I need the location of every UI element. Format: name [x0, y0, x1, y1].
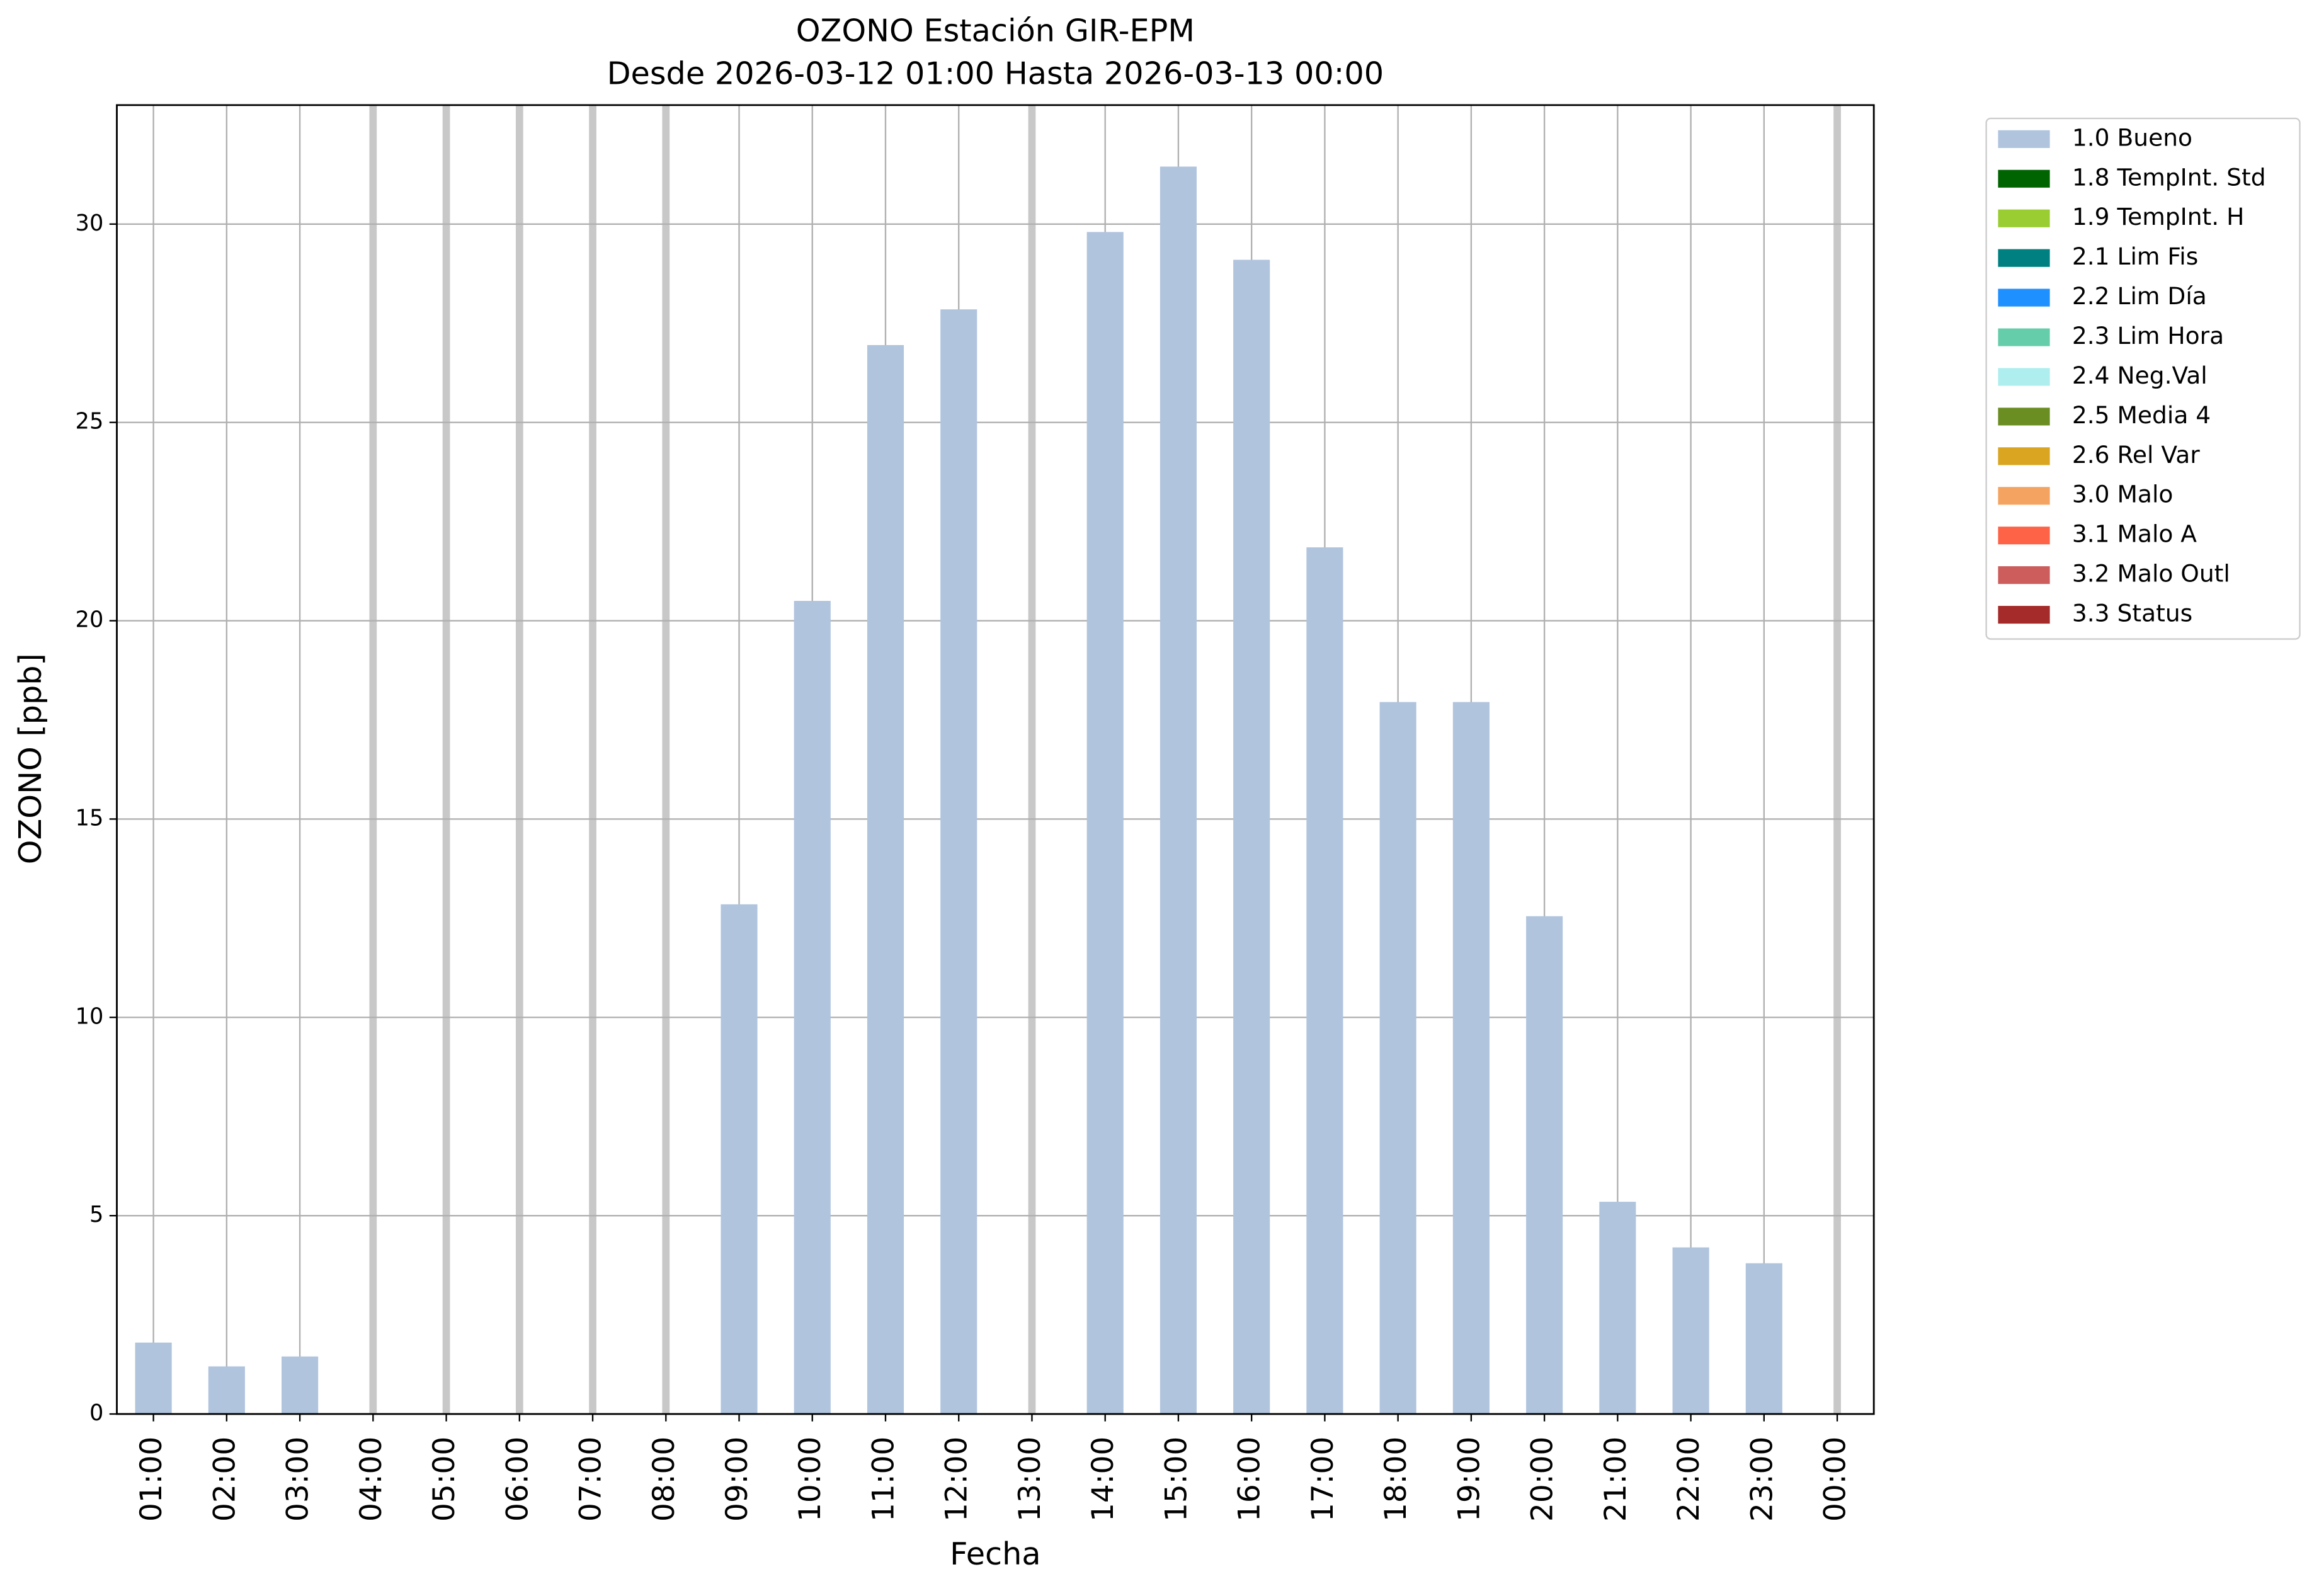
x-tick-label: 13:00 — [1013, 1437, 1047, 1522]
legend-frame — [1985, 117, 2301, 640]
bar — [794, 601, 831, 1415]
legend-swatch — [1998, 209, 2050, 227]
x-tick-label: 07:00 — [574, 1437, 608, 1522]
legend-label: 1.9 TempInt. H — [2072, 203, 2245, 231]
x-tick-label: 05:00 — [427, 1437, 462, 1522]
bar — [940, 309, 977, 1415]
x-tick-label: 14:00 — [1086, 1437, 1120, 1522]
plot-frame — [116, 104, 1875, 1415]
legend-swatch — [1998, 605, 2050, 624]
legend-label: 2.2 Lim Día — [2072, 282, 2207, 310]
legend-swatch — [1998, 130, 2050, 148]
legend-swatch — [1998, 447, 2050, 465]
y-tick-label: 15 — [76, 805, 104, 831]
bar — [208, 1366, 245, 1415]
bar — [1745, 1263, 1782, 1415]
x-tick-label: 01:00 — [134, 1437, 169, 1522]
x-tick-label: 11:00 — [866, 1437, 901, 1522]
legend-label: 2.6 Rel Var — [2072, 441, 2200, 469]
legend-swatch — [1998, 566, 2050, 584]
y-tick-label: 30 — [76, 210, 104, 236]
legend-label: 3.3 Status — [2072, 600, 2192, 627]
x-tick-label: 08:00 — [647, 1437, 681, 1522]
bar — [282, 1356, 319, 1415]
x-tick-label: 06:00 — [500, 1437, 535, 1522]
legend-label: 2.1 Lim Fis — [2072, 242, 2198, 270]
x-tick-label: 16:00 — [1233, 1437, 1267, 1522]
legend-swatch — [1998, 527, 2050, 545]
legend-label: 1.0 Bueno — [2072, 123, 2192, 151]
x-tick-label: 23:00 — [1745, 1437, 1779, 1522]
legend-swatch — [1998, 288, 2050, 307]
x-axis-label: Fecha — [950, 1536, 1041, 1572]
legend-swatch — [1998, 487, 2050, 505]
legend-label: 2.3 Lim Hora — [2072, 322, 2224, 350]
legend-swatch — [1998, 169, 2050, 188]
bar — [1086, 232, 1124, 1415]
chart-subtitle: Desde 2026-03-12 01:00 Hasta 2026-03-13 … — [607, 55, 1384, 91]
x-tick-label: 02:00 — [207, 1437, 242, 1522]
legend-label: 3.0 Malo — [2072, 481, 2174, 508]
bar — [1306, 547, 1343, 1415]
y-tick-label: 5 — [89, 1202, 103, 1228]
x-tick-label: 15:00 — [1159, 1437, 1194, 1522]
bar — [1379, 702, 1416, 1415]
y-tick-label: 10 — [76, 1003, 104, 1029]
bar — [1452, 702, 1490, 1415]
bar — [721, 904, 758, 1415]
y-tick-label: 20 — [76, 607, 104, 633]
chart-title: OZONO Estación GIR-EPM — [796, 12, 1195, 48]
legend-label: 2.4 Neg.Val — [2072, 362, 2208, 389]
bar — [1526, 916, 1563, 1415]
legend-swatch — [1998, 408, 2050, 426]
x-tick-label: 12:00 — [940, 1437, 974, 1522]
bar — [1672, 1247, 1709, 1415]
legend-label: 3.1 Malo A — [2072, 520, 2197, 548]
x-tick-label: 20:00 — [1525, 1437, 1560, 1522]
y-tick-label: 25 — [76, 409, 104, 435]
bar — [1233, 259, 1270, 1415]
bar — [1160, 166, 1197, 1415]
bar — [867, 345, 904, 1415]
x-tick-label: 10:00 — [793, 1437, 828, 1522]
x-tick-label: 22:00 — [1672, 1437, 1706, 1522]
x-tick-label: 04:00 — [354, 1437, 389, 1522]
x-tick-label: 19:00 — [1452, 1437, 1486, 1522]
legend-label: 1.8 TempInt. Std — [2072, 163, 2266, 191]
x-tick-label: 03:00 — [281, 1437, 316, 1522]
x-tick-label: 21:00 — [1598, 1437, 1633, 1522]
x-tick-label: 00:00 — [1818, 1437, 1853, 1522]
bar — [135, 1342, 172, 1415]
legend-swatch — [1998, 328, 2050, 346]
legend: 1.0 Bueno 1.8 TempInt. Std 1.9 TempInt. H 2… — [1985, 117, 2301, 640]
y-tick-label: 0 — [89, 1400, 103, 1426]
y-axis-label: OZONO [ppb] — [12, 653, 48, 864]
legend-swatch — [1998, 368, 2050, 386]
bar — [1599, 1202, 1636, 1415]
legend-label: 2.5 Media 4 — [2072, 401, 2211, 429]
x-tick-label: 09:00 — [720, 1437, 755, 1522]
legend-label: 3.2 Malo Outl — [2072, 560, 2230, 588]
x-tick-label: 17:00 — [1306, 1437, 1340, 1522]
legend-swatch — [1998, 249, 2050, 267]
x-tick-label: 18:00 — [1379, 1437, 1413, 1522]
